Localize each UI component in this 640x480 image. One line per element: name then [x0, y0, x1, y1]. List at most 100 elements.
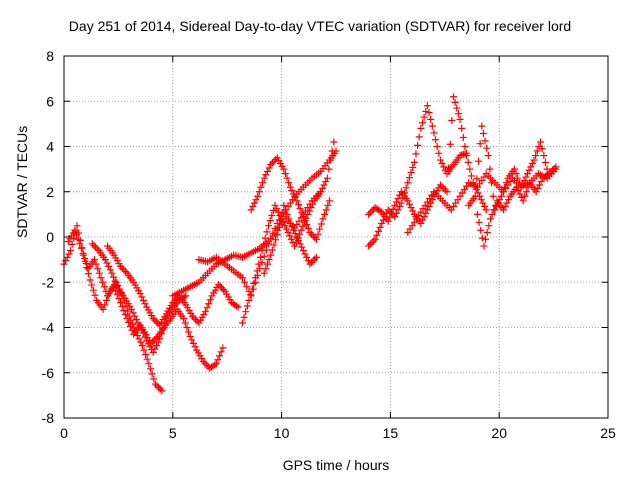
data-point: [117, 262, 125, 270]
data-point: [153, 382, 161, 390]
data-point: [201, 308, 209, 316]
data-point: [301, 250, 309, 258]
data-point: [120, 307, 128, 315]
data-point: [263, 228, 271, 236]
data-point: [203, 361, 211, 369]
data-point: [423, 102, 431, 110]
data-point: [234, 303, 242, 311]
data-point: [88, 240, 96, 248]
data-point: [152, 334, 160, 342]
x-tick-label: 25: [600, 425, 616, 441]
data-point: [94, 265, 102, 273]
data-point: [519, 180, 527, 188]
data-point: [260, 252, 268, 260]
data-point: [306, 260, 314, 268]
data-point: [502, 179, 510, 187]
data-point: [396, 202, 404, 210]
data-point: [514, 187, 522, 195]
data-point: [386, 213, 394, 221]
data-point: [293, 197, 301, 205]
data-point: [267, 251, 275, 259]
data-point: [286, 219, 294, 227]
data-point: [515, 179, 523, 187]
data-point: [525, 166, 533, 174]
data-point: [262, 171, 270, 179]
data-point: [414, 141, 422, 149]
data-point: [141, 300, 149, 308]
data-point: [299, 213, 307, 221]
data-point: [513, 183, 521, 191]
series-arc-4: [104, 242, 242, 329]
data-point: [132, 316, 140, 324]
series-arc-7: [238, 138, 338, 327]
data-point: [288, 187, 296, 195]
data-point: [541, 158, 549, 166]
data-point: [238, 319, 246, 327]
data-point: [71, 226, 79, 234]
data-point: [121, 268, 129, 276]
data-point: [366, 209, 374, 217]
data-point: [432, 136, 440, 144]
data-point: [127, 305, 135, 313]
data-point: [219, 286, 227, 294]
data-point: [512, 170, 520, 178]
data-point: [146, 365, 154, 373]
axis-ticks: 0 5 10 15 20 25 -8 -6 -4 -2 0 2 4 6 8: [42, 48, 616, 441]
data-point: [522, 173, 530, 181]
data-point: [453, 104, 461, 112]
data-point: [88, 281, 96, 289]
data-point: [263, 167, 271, 175]
series-arc-3: [88, 240, 227, 372]
data-point: [115, 295, 123, 303]
data-point: [309, 200, 317, 208]
data-point: [441, 186, 449, 194]
data-point: [477, 196, 485, 204]
data-point: [95, 269, 103, 277]
data-point: [271, 201, 279, 209]
data-point: [533, 147, 541, 155]
data-point: [101, 256, 109, 264]
data-point: [483, 144, 491, 152]
data-point: [251, 274, 259, 282]
data-point: [282, 225, 290, 233]
data-point: [478, 122, 486, 130]
data-point: [309, 232, 317, 240]
data-point: [186, 333, 194, 341]
data-point: [402, 184, 410, 192]
data-point: [106, 266, 114, 274]
data-point: [297, 226, 305, 234]
data-point: [79, 249, 87, 257]
data-point: [488, 179, 496, 187]
data-point: [407, 169, 415, 177]
data-point: [459, 133, 467, 141]
data-point: [405, 200, 413, 208]
data-point: [311, 255, 319, 263]
data-point: [247, 291, 255, 299]
data-point: [172, 295, 180, 303]
data-point: [521, 192, 529, 200]
data-point: [203, 304, 211, 312]
data-point: [481, 202, 489, 210]
data-point: [293, 233, 301, 241]
data-point: [291, 242, 299, 250]
data-point: [325, 165, 333, 173]
data-point: [216, 282, 224, 290]
series-arc-13: [465, 122, 551, 214]
data-point: [86, 276, 94, 284]
data-point: [142, 351, 150, 359]
data-point: [211, 361, 219, 369]
data-point: [422, 107, 430, 115]
data-point: [448, 116, 456, 124]
data-point: [181, 319, 189, 327]
data-point: [62, 257, 70, 265]
data-point: [538, 145, 546, 153]
data-point: [420, 213, 428, 221]
data-point: [417, 124, 425, 132]
data-point: [129, 309, 137, 317]
data-point: [285, 215, 293, 223]
y-tick-label: 6: [46, 93, 54, 109]
data-point: [296, 240, 304, 248]
data-point: [384, 217, 392, 225]
data-point: [500, 206, 508, 214]
data-point: [488, 210, 496, 218]
